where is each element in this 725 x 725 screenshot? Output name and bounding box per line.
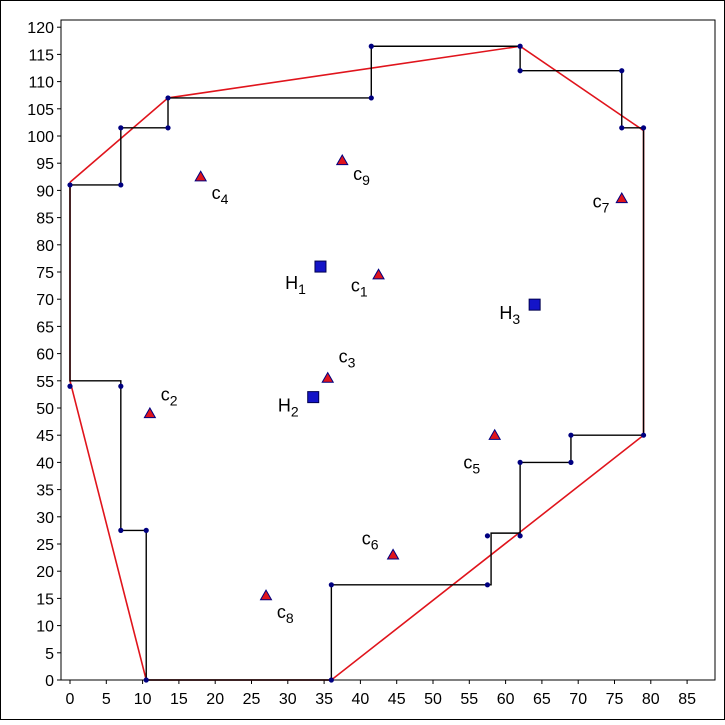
x-tick-label: 75 xyxy=(606,691,624,708)
y-tick-label: 80 xyxy=(36,238,54,255)
y-tick-label: 90 xyxy=(36,183,54,200)
boundary-vertex xyxy=(568,432,574,438)
customer-marker-c6 xyxy=(386,548,400,560)
boundary-vertex xyxy=(368,43,374,49)
y-tick-label: 65 xyxy=(36,319,54,336)
boundary-vertex xyxy=(484,533,491,539)
x-tick-label: 45 xyxy=(388,691,406,708)
x-tick-label: 40 xyxy=(352,691,370,708)
customer-marker-c3 xyxy=(321,371,335,383)
x-tick-label: 20 xyxy=(206,691,224,708)
boundary-vertex xyxy=(118,527,124,534)
customer-marker-c1 xyxy=(372,268,385,280)
boundary-vertex xyxy=(67,182,73,188)
y-tick-label: 50 xyxy=(36,401,54,418)
boundary-vertex xyxy=(517,43,523,49)
boundary-vertex xyxy=(67,383,73,389)
boundary-vertex xyxy=(118,182,124,188)
facility-label-h1: H1 xyxy=(285,273,306,297)
customer-marker-c9 xyxy=(335,153,349,166)
customer-marker-c5 xyxy=(488,428,502,440)
customer-label-c7: c7 xyxy=(593,191,610,215)
boundary-vertex xyxy=(368,95,374,101)
facility-label-h2: H2 xyxy=(278,395,299,419)
customer-label-c1: c1 xyxy=(351,276,368,300)
boundary-vertex xyxy=(517,68,523,74)
boundary-vertex xyxy=(619,125,625,131)
boundary-vertex xyxy=(328,582,334,588)
boundary-vertex xyxy=(118,125,124,131)
y-tick-label: 70 xyxy=(36,292,54,309)
y-tick-label: 20 xyxy=(36,564,54,581)
boundary-vertex xyxy=(328,677,334,683)
customer-label-c9: c9 xyxy=(353,164,370,188)
boundary-vertex xyxy=(484,582,491,588)
y-tick-label: 115 xyxy=(28,47,54,64)
y-tick-label: 0 xyxy=(45,673,54,690)
boundary-vertex xyxy=(640,432,647,438)
plot-area-frame xyxy=(60,19,716,681)
y-tick-label: 5 xyxy=(45,646,54,663)
y-tick-label: 85 xyxy=(36,211,54,228)
boundary-vertex xyxy=(118,383,124,389)
facility-marker-h1 xyxy=(314,260,327,273)
boundary-vertex xyxy=(143,677,149,683)
facility-marker-h3 xyxy=(528,298,541,311)
y-tick-label: 120 xyxy=(27,20,54,37)
boundary-vertex xyxy=(517,533,523,539)
x-tick-label: 35 xyxy=(315,691,333,708)
boundary-vertex xyxy=(517,459,523,465)
y-tick-label: 45 xyxy=(36,428,54,445)
customer-label-c2: c2 xyxy=(161,384,178,408)
y-tick-label: 10 xyxy=(36,619,54,636)
y-tick-label: 35 xyxy=(36,483,54,500)
customer-label-c5: c5 xyxy=(463,452,480,476)
y-tick-label: 55 xyxy=(36,374,54,391)
boundary-vertex xyxy=(165,95,171,101)
x-tick-label: 25 xyxy=(243,691,261,708)
hull-boundary xyxy=(69,45,645,681)
y-tick-label: 30 xyxy=(36,510,54,527)
y-tick-label: 25 xyxy=(36,537,54,554)
customer-marker-c4 xyxy=(194,170,208,182)
x-tick-label: 10 xyxy=(134,691,152,708)
customer-marker-c7 xyxy=(615,192,629,204)
facility-label-h3: H3 xyxy=(499,303,520,327)
x-tick-label: 85 xyxy=(678,691,696,708)
customer-label-c3: c3 xyxy=(339,346,356,370)
x-tick-label: 50 xyxy=(424,691,442,708)
y-tick-label: 105 xyxy=(27,102,54,119)
facility-marker-h2 xyxy=(307,391,320,404)
customer-label-c4: c4 xyxy=(212,183,229,207)
customer-label-c8: c8 xyxy=(277,602,294,626)
x-tick-label: 0 xyxy=(66,691,75,708)
x-tick-label: 55 xyxy=(460,691,478,708)
customer-marker-c2 xyxy=(143,406,157,419)
y-tick-label: 15 xyxy=(36,591,54,608)
boundary-vertex xyxy=(568,459,574,465)
x-tick-label: 5 xyxy=(102,691,111,708)
y-tick-label: 60 xyxy=(36,347,54,364)
x-tick-label: 65 xyxy=(533,691,551,708)
x-tick-label: 60 xyxy=(497,691,515,708)
boundary-vertex xyxy=(619,68,625,74)
x-tick-label: 30 xyxy=(279,691,297,708)
boundary-vertex xyxy=(165,125,171,131)
y-tick-label: 110 xyxy=(28,75,54,92)
y-tick-label: 100 xyxy=(27,129,54,146)
customer-marker-c8 xyxy=(259,589,273,601)
customer-label-c6: c6 xyxy=(362,529,379,553)
x-tick-label: 15 xyxy=(170,691,188,708)
boundary-vertex xyxy=(640,125,647,131)
y-tick-label: 40 xyxy=(36,455,54,472)
x-tick-label: 80 xyxy=(642,691,660,708)
y-tick-label: 75 xyxy=(36,265,54,282)
x-tick-label: 70 xyxy=(569,691,587,708)
boundary-vertex xyxy=(143,527,149,534)
y-tick-label: 95 xyxy=(36,156,54,173)
